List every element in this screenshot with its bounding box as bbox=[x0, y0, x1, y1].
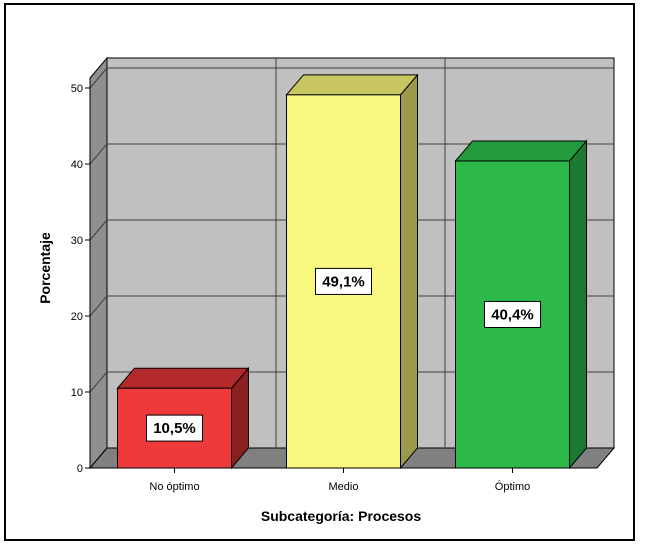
bar-top bbox=[285, 74, 419, 96]
y-tick-label: 40 bbox=[71, 159, 83, 171]
y-tick-label: 20 bbox=[71, 311, 83, 323]
x-tick-label: Medio bbox=[329, 481, 359, 493]
bar-group: 10,5% bbox=[116, 366, 250, 470]
bar-group: 40,4% bbox=[454, 139, 588, 470]
data-label-box bbox=[315, 267, 372, 295]
grid-line-side bbox=[89, 371, 108, 393]
data-label: 49,1% bbox=[322, 273, 365, 290]
grid-line-side bbox=[89, 67, 108, 89]
x-axis: No óptimo Medio Óptimo bbox=[90, 467, 597, 493]
bars: 10,5% 49,1% 40,4% bbox=[116, 73, 588, 470]
y-tick-label: 0 bbox=[77, 463, 83, 475]
bar-group: 49,1% bbox=[285, 73, 419, 470]
x-axis-title: Subcategoría: Procesos bbox=[261, 508, 421, 524]
data-label-box bbox=[146, 414, 203, 442]
data-label: 10,5% bbox=[153, 420, 196, 437]
x-tick-label: Óptimo bbox=[495, 480, 530, 493]
data-label: 40,4% bbox=[491, 306, 534, 323]
bar-top bbox=[116, 367, 250, 389]
side-wall bbox=[89, 56, 108, 470]
grid-line-side bbox=[89, 295, 108, 317]
data-label-box bbox=[484, 300, 541, 328]
y-tick-label: 10 bbox=[71, 387, 83, 399]
y-tick-label: 30 bbox=[71, 235, 83, 247]
bar-side bbox=[400, 73, 418, 470]
y-tick-label: 50 bbox=[71, 83, 83, 95]
bar-top bbox=[454, 140, 588, 162]
grid-line-side bbox=[89, 219, 108, 241]
bar-side bbox=[569, 139, 587, 470]
x-tick-label: No óptimo bbox=[149, 481, 199, 493]
y-axis-title: Porcentaje bbox=[37, 232, 53, 304]
grid-line-side bbox=[89, 143, 108, 165]
y-axis: 0 10 20 30 40 50 bbox=[71, 78, 91, 475]
